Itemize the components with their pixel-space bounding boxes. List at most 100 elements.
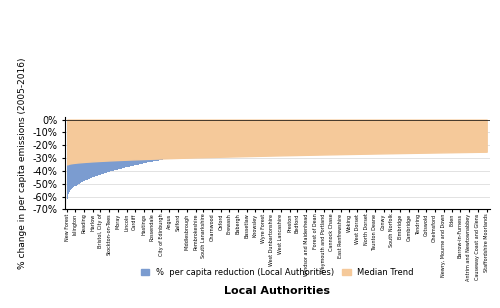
- Bar: [81, 120, 82, 182]
- Bar: [435, 120, 436, 127]
- Bar: [450, 120, 452, 125]
- Bar: [217, 120, 218, 151]
- Bar: [342, 120, 344, 136]
- Bar: [328, 120, 329, 137]
- Bar: [445, 120, 446, 126]
- Bar: [431, 120, 432, 127]
- Bar: [134, 120, 136, 165]
- Bar: [322, 120, 324, 138]
- Bar: [262, 120, 264, 144]
- Bar: [145, 120, 146, 163]
- Bar: [371, 120, 372, 132]
- Bar: [420, 120, 421, 128]
- Bar: [128, 120, 130, 167]
- Bar: [458, 120, 460, 124]
- Bar: [112, 120, 113, 171]
- Bar: [390, 120, 391, 131]
- Bar: [369, 120, 370, 133]
- Bar: [216, 120, 217, 151]
- Bar: [482, 120, 483, 123]
- Legend: %  per capita reduction (Local Authorities), Median Trend: % per capita reduction (Local Authoritie…: [138, 265, 417, 280]
- Bar: [132, 120, 133, 166]
- Bar: [339, 120, 340, 136]
- Bar: [175, 120, 176, 157]
- Bar: [200, 120, 202, 153]
- Bar: [276, 120, 277, 143]
- Bar: [388, 120, 390, 131]
- Bar: [468, 120, 469, 124]
- Bar: [71, 120, 72, 189]
- Bar: [382, 120, 383, 132]
- Bar: [327, 120, 328, 137]
- Bar: [443, 120, 444, 126]
- Bar: [103, 120, 104, 173]
- Bar: [442, 120, 443, 126]
- Bar: [483, 120, 484, 123]
- Bar: [272, 120, 274, 143]
- Bar: [178, 120, 180, 157]
- Bar: [245, 120, 246, 147]
- Bar: [160, 120, 162, 160]
- Bar: [126, 120, 128, 167]
- Bar: [362, 120, 364, 133]
- Bar: [352, 120, 354, 134]
- Bar: [123, 120, 124, 168]
- Bar: [76, 120, 78, 185]
- Bar: [465, 120, 466, 124]
- Bar: [110, 120, 111, 172]
- Bar: [321, 120, 322, 138]
- Bar: [396, 120, 398, 130]
- Bar: [329, 120, 330, 137]
- Bar: [292, 120, 294, 141]
- Bar: [186, 120, 188, 156]
- Bar: [68, 120, 69, 194]
- Bar: [152, 120, 153, 162]
- Bar: [453, 120, 454, 125]
- Bar: [204, 120, 205, 152]
- Bar: [401, 120, 402, 130]
- Bar: [269, 120, 270, 144]
- Bar: [432, 120, 433, 127]
- Bar: [393, 120, 394, 130]
- Bar: [165, 120, 166, 159]
- Bar: [82, 120, 84, 182]
- Bar: [314, 120, 316, 138]
- Bar: [195, 120, 196, 154]
- Bar: [174, 120, 175, 157]
- Bar: [247, 120, 248, 147]
- X-axis label: Local Authorities: Local Authorities: [224, 286, 330, 296]
- Bar: [413, 120, 414, 128]
- Bar: [163, 120, 164, 160]
- Bar: [320, 120, 321, 138]
- Bar: [185, 120, 186, 156]
- Bar: [418, 120, 420, 128]
- Bar: [130, 120, 131, 166]
- Bar: [370, 120, 371, 133]
- Bar: [348, 120, 349, 135]
- Bar: [373, 120, 374, 132]
- Bar: [168, 120, 170, 158]
- Bar: [318, 120, 319, 138]
- Bar: [266, 120, 267, 144]
- Bar: [326, 120, 327, 137]
- Bar: [143, 120, 144, 164]
- Bar: [210, 120, 212, 152]
- Bar: [430, 120, 431, 127]
- Bar: [192, 120, 193, 155]
- Bar: [484, 120, 485, 122]
- Bar: [364, 120, 366, 133]
- Bar: [485, 120, 486, 122]
- Bar: [230, 120, 232, 149]
- Bar: [408, 120, 410, 129]
- Bar: [288, 120, 289, 141]
- Bar: [254, 120, 255, 146]
- Bar: [86, 120, 88, 180]
- Bar: [284, 120, 286, 142]
- Bar: [310, 120, 312, 139]
- Bar: [268, 120, 269, 144]
- Bar: [184, 120, 185, 156]
- Bar: [80, 120, 81, 183]
- Bar: [136, 120, 138, 165]
- Bar: [120, 120, 121, 169]
- Bar: [124, 120, 126, 168]
